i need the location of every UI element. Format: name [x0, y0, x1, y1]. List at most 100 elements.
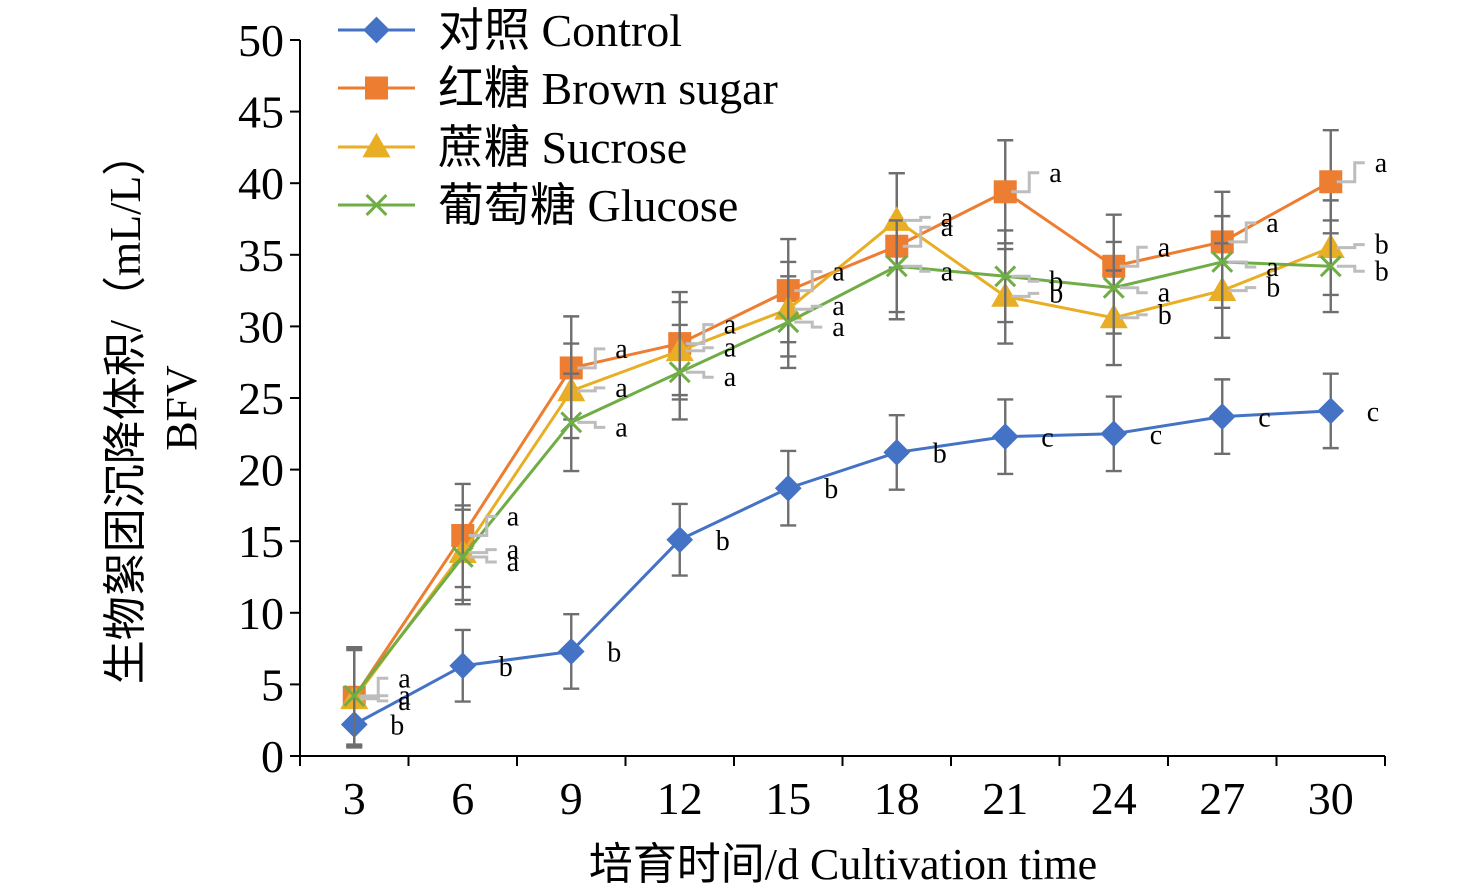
y-axis-title-line: BFV [157, 365, 206, 451]
label-leader [577, 386, 606, 393]
significance-letter: c [1367, 397, 1379, 428]
y-tick-label: 5 [261, 659, 284, 710]
data-point [1102, 276, 1125, 299]
legend-marker [362, 132, 391, 158]
significance-letter: a [615, 334, 628, 365]
significance-letter: b [607, 637, 621, 668]
data-point [1100, 420, 1128, 448]
label-leader [685, 346, 714, 353]
marker-stroke [1319, 255, 1342, 278]
significance-letter: b [933, 438, 947, 469]
significance-letter: a [398, 663, 411, 694]
label-leader [360, 694, 389, 703]
label-leader [577, 420, 606, 429]
label-leader [1228, 221, 1257, 244]
label-leader [1119, 245, 1148, 268]
data-point [560, 411, 583, 434]
legend-item: 葡萄糖 Glucose [338, 180, 738, 231]
x-tick-label: 15 [765, 773, 811, 824]
significance-letter: a [507, 535, 520, 566]
significance-letter: a [1375, 148, 1388, 179]
label-leader [902, 215, 931, 222]
data-point [883, 439, 911, 466]
data-point [557, 638, 585, 665]
significance-letter: b [824, 474, 838, 505]
significance-letter: a [832, 291, 845, 322]
label-leader [577, 347, 606, 370]
x-tick-label: 6 [451, 773, 474, 824]
significance-letter: a [1266, 252, 1279, 283]
y-tick-label: 0 [261, 731, 284, 782]
y-tick-label: 40 [238, 158, 284, 209]
x-tick-label: 3 [343, 773, 366, 824]
axis-ticks: 0 5 10 15 20 25 30 35 40 45 50 3 6 9 12 15 18 21 24 27 30 [238, 15, 1386, 824]
x-tick-label: 24 [1091, 773, 1137, 824]
legend: 对照 Control 红糖 Brown sugar 蔗糖 Sucrose 葡萄糖 Gl… [338, 5, 778, 231]
legend-item: 对照 Control [338, 5, 682, 56]
legend-label: 对照 Control [438, 5, 682, 56]
legend-marker [363, 16, 390, 44]
significance-letter: a [832, 312, 845, 343]
marker-stroke [560, 411, 583, 434]
label-leader [468, 514, 497, 537]
significance-letter: a [1266, 208, 1279, 239]
legend-label: 红糖 Brown sugar [438, 63, 778, 114]
label-leader [1336, 243, 1365, 250]
series-line [353, 218, 1332, 700]
label-leader [1011, 171, 1040, 194]
x-tick-label: 30 [1308, 773, 1354, 824]
label-leader [685, 370, 714, 379]
data-point [1319, 255, 1342, 278]
label-leader [794, 270, 823, 293]
label-leader [794, 304, 823, 311]
significance-letter: a [507, 501, 520, 532]
legend-item: 蔗糖 Sucrose [338, 122, 687, 173]
y-tick-label: 50 [238, 15, 284, 66]
data-point [777, 311, 800, 334]
data-point [666, 526, 694, 554]
data-point [1211, 250, 1234, 273]
label-leader [1336, 264, 1365, 273]
y-axis-title: 生物絮团沉降体积/（mL/L） BFV [101, 132, 206, 684]
label-leader [468, 555, 497, 564]
series-0 [340, 372, 1345, 748]
significance-letter: a [615, 412, 628, 443]
significance-letter: b [499, 652, 513, 683]
data-point [991, 423, 1019, 451]
x-tick-label: 27 [1199, 773, 1245, 824]
data-point [774, 474, 802, 502]
significance-letter: c [1150, 420, 1162, 451]
marker-stroke [365, 194, 388, 216]
significance-letter: a [1158, 278, 1171, 309]
label-leader [1011, 274, 1040, 283]
label-leader [1119, 313, 1148, 320]
marker-stroke [343, 684, 366, 707]
x-tick-label: 9 [560, 773, 583, 824]
marker-stroke [1211, 250, 1234, 273]
significance-letter: b [390, 710, 404, 741]
label-leader [1336, 161, 1365, 184]
y-tick-label: 35 [238, 230, 284, 281]
significance-letter: a [941, 212, 954, 243]
y-axis-title-line: 生物絮团沉降体积/（mL/L） [101, 132, 150, 684]
data-point [885, 255, 908, 278]
x-tick-label: 12 [657, 773, 703, 824]
x-tick-label: 18 [874, 773, 920, 824]
data-point [343, 684, 366, 707]
label-leader [794, 320, 823, 329]
marker-stroke [994, 265, 1017, 288]
legend-marker [365, 76, 388, 100]
significance-letter: b [1375, 256, 1389, 287]
marker-stroke [1102, 276, 1125, 299]
legend-label: 蔗糖 Sucrose [438, 122, 687, 173]
significance-letter: b [1049, 266, 1063, 297]
y-tick-label: 45 [238, 87, 284, 138]
label-leader [1119, 286, 1148, 295]
data-point [451, 545, 474, 568]
significance-letter: a [398, 681, 411, 712]
label-leader [1011, 291, 1040, 298]
significance-letter: c [1041, 423, 1053, 454]
label-leader [468, 548, 497, 555]
significance-letter: b [716, 526, 730, 557]
